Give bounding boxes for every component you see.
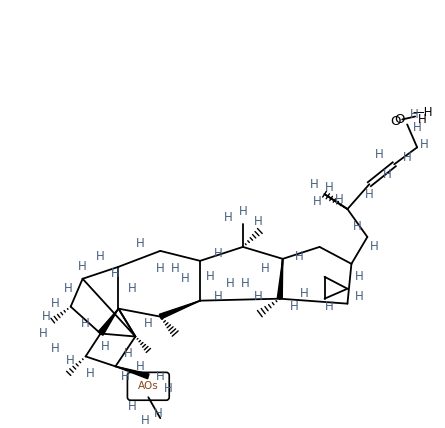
Text: H: H — [78, 260, 87, 273]
Text: —H: —H — [412, 106, 433, 119]
Text: H: H — [111, 268, 120, 280]
Text: H: H — [290, 300, 299, 313]
Text: H: H — [260, 262, 269, 275]
Polygon shape — [98, 309, 118, 335]
Text: H: H — [420, 138, 429, 151]
Text: H: H — [365, 187, 374, 201]
Text: H: H — [383, 168, 392, 181]
Text: H: H — [418, 113, 426, 126]
Text: H: H — [124, 347, 133, 360]
Text: H: H — [181, 272, 190, 285]
Text: H: H — [325, 300, 334, 313]
Text: H: H — [335, 193, 344, 205]
Text: H: H — [254, 214, 262, 228]
Text: H: H — [214, 290, 222, 303]
Text: H: H — [410, 108, 419, 121]
Text: H: H — [206, 270, 214, 283]
Polygon shape — [115, 366, 149, 379]
Text: H: H — [96, 250, 105, 263]
Text: H: H — [300, 287, 309, 300]
Text: H: H — [65, 282, 73, 295]
Text: H: H — [136, 360, 145, 373]
Text: H: H — [254, 290, 262, 303]
Text: H: H — [353, 220, 362, 234]
Text: H: H — [375, 148, 384, 161]
Text: H: H — [403, 151, 412, 164]
Text: H: H — [128, 400, 137, 413]
Text: H: H — [128, 282, 137, 295]
Text: H: H — [164, 382, 173, 395]
Text: H: H — [51, 297, 60, 310]
Text: H: H — [121, 370, 130, 383]
Text: H: H — [214, 247, 222, 260]
Text: H: H — [226, 277, 235, 290]
FancyBboxPatch shape — [127, 372, 169, 400]
Text: H: H — [241, 277, 249, 290]
Text: H: H — [370, 241, 379, 253]
Text: H: H — [310, 178, 319, 191]
Text: H: H — [355, 270, 364, 283]
Text: H: H — [38, 327, 47, 340]
Text: H: H — [413, 121, 421, 134]
Polygon shape — [159, 301, 200, 319]
Text: H: H — [136, 238, 145, 250]
Text: H: H — [223, 211, 232, 223]
Text: H: H — [325, 181, 334, 194]
Text: H: H — [51, 342, 60, 355]
Text: H: H — [41, 310, 50, 323]
Text: H: H — [81, 317, 90, 330]
Text: H: H — [171, 262, 180, 275]
Text: O: O — [390, 115, 400, 128]
Text: H: H — [313, 195, 322, 208]
Text: H: H — [239, 205, 247, 217]
Text: AOs: AOs — [138, 381, 159, 391]
Text: H: H — [101, 340, 110, 353]
Text: H: H — [86, 367, 95, 380]
Text: H: H — [66, 354, 75, 367]
Text: H: H — [156, 262, 165, 275]
Text: H: H — [156, 370, 165, 383]
Text: H: H — [141, 413, 150, 427]
Text: H: H — [295, 250, 304, 263]
Text: H: H — [144, 317, 153, 330]
Text: H: H — [154, 407, 163, 420]
Text: O: O — [394, 113, 405, 126]
Text: H: H — [355, 290, 364, 303]
Polygon shape — [277, 259, 283, 299]
